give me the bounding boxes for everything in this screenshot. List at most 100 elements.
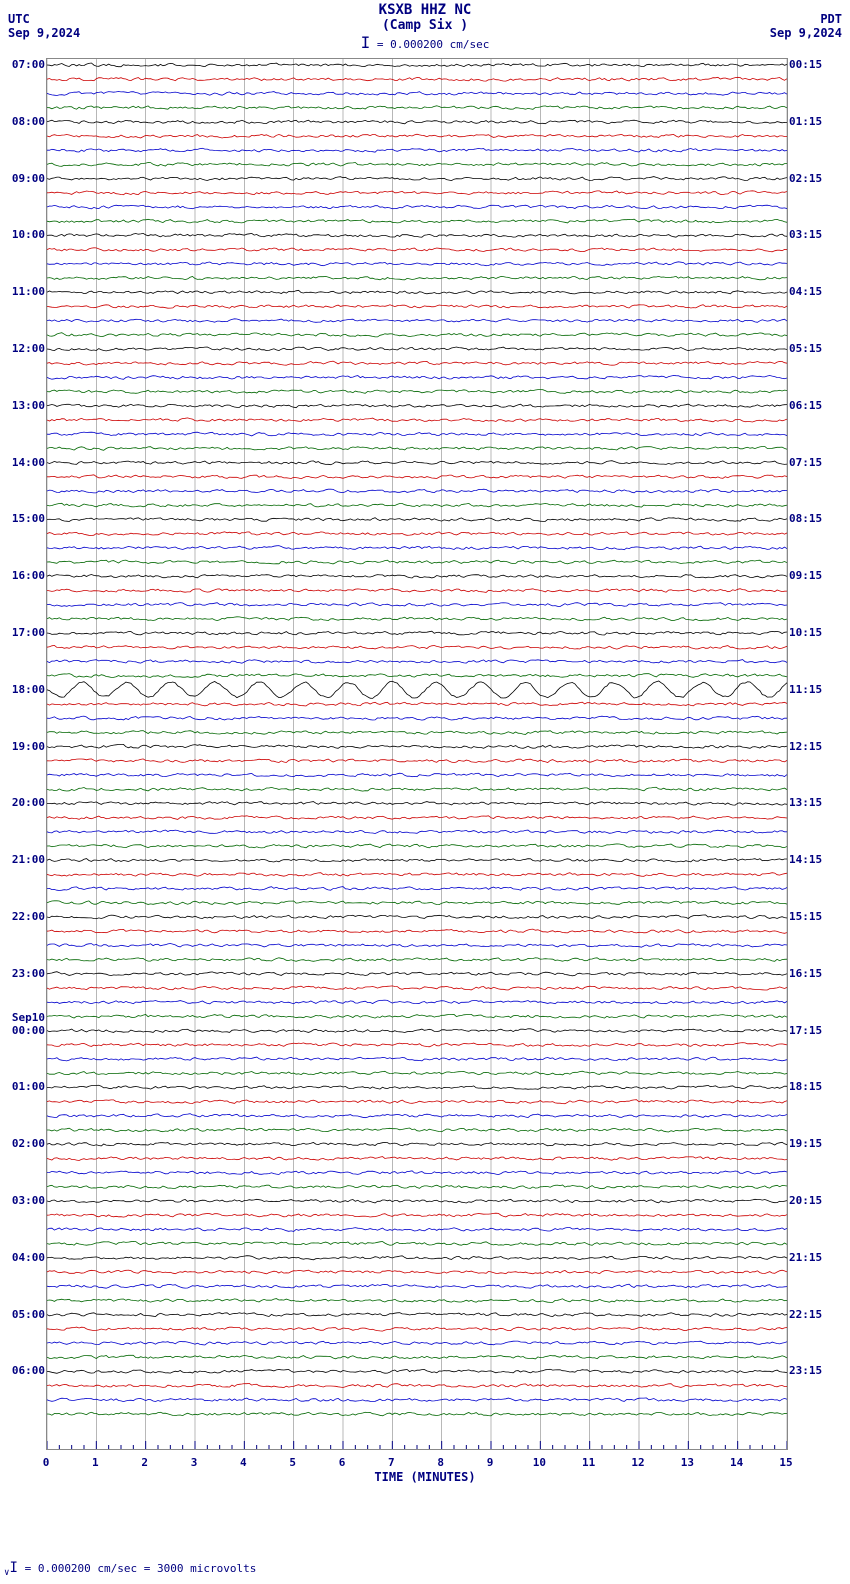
pdt-time-label: 18:15 (789, 1080, 822, 1093)
pdt-time-label: 14:15 (789, 853, 822, 866)
utc-time-label: 15:00 (12, 512, 45, 525)
seismic-trace (47, 276, 787, 279)
pdt-time-label: 02:15 (789, 172, 822, 185)
utc-time-label: 03:00 (12, 1194, 45, 1207)
utc-time-label: 07:00 (12, 58, 45, 71)
seismic-trace (47, 986, 787, 990)
pdt-time-label: 04:15 (789, 285, 822, 298)
seismic-trace (47, 716, 787, 720)
seismic-trace (47, 163, 787, 167)
pdt-time-label: 05:15 (789, 342, 822, 355)
seismic-trace (47, 347, 787, 351)
seismic-trace (47, 1029, 787, 1033)
seismic-trace (47, 248, 787, 252)
x-tick-label: 6 (339, 1456, 346, 1469)
seismogram-plot: 07:0008:0009:0010:0011:0012:0013:0014:00… (46, 58, 788, 1450)
utc-time-label: 18:00 (12, 683, 45, 696)
seismic-trace (47, 1241, 787, 1245)
seismic-trace (47, 518, 787, 522)
pdt-time-label: 07:15 (789, 456, 822, 469)
seismic-trace (47, 1327, 787, 1331)
seismic-trace (47, 1228, 787, 1232)
seismic-trace (47, 1213, 787, 1217)
seismic-trace (47, 859, 787, 863)
seismic-trace (47, 404, 787, 408)
seismic-trace (47, 603, 787, 607)
seismic-trace (47, 1341, 787, 1345)
utc-time-label: 14:00 (12, 456, 45, 469)
seismic-trace (47, 390, 787, 394)
seismic-trace (47, 830, 787, 834)
seismic-trace (47, 1157, 787, 1161)
pdt-time-label: 09:15 (789, 569, 822, 582)
utc-time-label: 21:00 (12, 853, 45, 866)
utc-time-label: 20:00 (12, 796, 45, 809)
x-tick-label: 7 (388, 1456, 395, 1469)
seismic-trace (47, 1014, 787, 1018)
seismogram-svg (47, 59, 787, 1449)
x-tick-label: 10 (533, 1456, 546, 1469)
utc-time-label: 00:00 (12, 1024, 45, 1037)
seismic-trace (47, 1171, 787, 1175)
seismic-trace (47, 1043, 787, 1047)
x-axis-label: TIME (MINUTES) (0, 1470, 850, 1484)
seismic-trace (47, 376, 787, 380)
seismic-trace (47, 1270, 787, 1274)
seismic-trace (47, 233, 787, 237)
pdt-time-label: 03:15 (789, 228, 822, 241)
x-tick-label: 5 (289, 1456, 296, 1469)
seismic-trace (47, 503, 787, 507)
seismic-trace (47, 134, 787, 138)
utc-time-label: 16:00 (12, 569, 45, 582)
location-title: (Camp Six ) (0, 18, 850, 33)
seismic-trace (47, 1071, 787, 1075)
pdt-time-label: 20:15 (789, 1194, 822, 1207)
seismic-trace (47, 617, 787, 621)
x-tick-label: 2 (141, 1456, 148, 1469)
chart-header: KSXB HHZ NC (Camp Six ) I = 0.000200 cm/… (0, 2, 850, 52)
pdt-time-label: 15:15 (789, 910, 822, 923)
pdt-time-label: 22:15 (789, 1308, 822, 1321)
utc-time-label: 11:00 (12, 285, 45, 298)
seismic-trace (47, 546, 787, 550)
seismic-trace (47, 816, 787, 820)
seismic-trace (47, 787, 787, 791)
seismic-trace (47, 660, 787, 664)
pdt-time-label: 10:15 (789, 626, 822, 639)
scale-label: I = 0.000200 cm/sec (0, 33, 850, 52)
seismic-trace (47, 489, 787, 493)
seismogram-container: UTC Sep 9,2024 PDT Sep 9,2024 KSXB HHZ N… (0, 0, 850, 1584)
pdt-time-label: 01:15 (789, 115, 822, 128)
pdt-time-label: 21:15 (789, 1251, 822, 1264)
seismic-trace (47, 1057, 787, 1061)
seismic-trace (47, 63, 787, 67)
seismic-trace (47, 589, 787, 593)
seismic-trace (47, 319, 787, 323)
utc-time-label: 13:00 (12, 399, 45, 412)
seismic-trace (47, 1398, 787, 1402)
utc-time-label: 19:00 (12, 740, 45, 753)
x-tick-label: 1 (92, 1456, 99, 1469)
x-tick-label: 13 (681, 1456, 694, 1469)
seismic-trace (47, 1100, 787, 1104)
seismic-trace (47, 432, 787, 436)
seismic-trace (47, 475, 787, 479)
seismic-trace (47, 1128, 787, 1132)
seismic-trace (47, 1000, 787, 1004)
x-tick-label: 9 (487, 1456, 494, 1469)
pdt-time-label: 16:15 (789, 967, 822, 980)
utc-time-label: 12:00 (12, 342, 45, 355)
seismic-trace (47, 1114, 787, 1118)
seismic-trace (47, 1299, 787, 1303)
seismic-trace (47, 575, 787, 579)
seismic-trace (47, 901, 787, 905)
seismic-trace (47, 915, 787, 919)
seismic-trace (47, 645, 787, 649)
seismic-trace (47, 844, 787, 848)
seismic-trace (47, 1085, 787, 1089)
seismic-trace (47, 191, 787, 195)
pdt-time-label: 23:15 (789, 1364, 822, 1377)
seismic-trace (47, 305, 787, 309)
utc-time-label: 17:00 (12, 626, 45, 639)
x-tick-label: 14 (730, 1456, 743, 1469)
